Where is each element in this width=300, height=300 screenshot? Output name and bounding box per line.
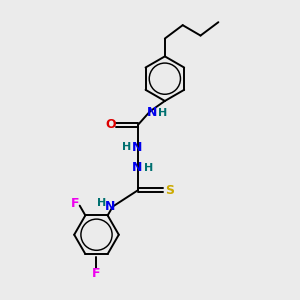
Text: H: H: [97, 199, 106, 208]
Text: N: N: [131, 140, 142, 154]
Text: S: S: [165, 184, 174, 196]
Text: N: N: [147, 106, 158, 119]
Text: O: O: [105, 118, 116, 131]
Text: N: N: [131, 161, 142, 174]
Text: H: H: [122, 142, 131, 152]
Text: H: H: [144, 163, 153, 173]
Text: N: N: [105, 200, 116, 213]
Text: F: F: [71, 197, 79, 210]
Text: F: F: [92, 267, 101, 280]
Text: H: H: [158, 108, 167, 118]
